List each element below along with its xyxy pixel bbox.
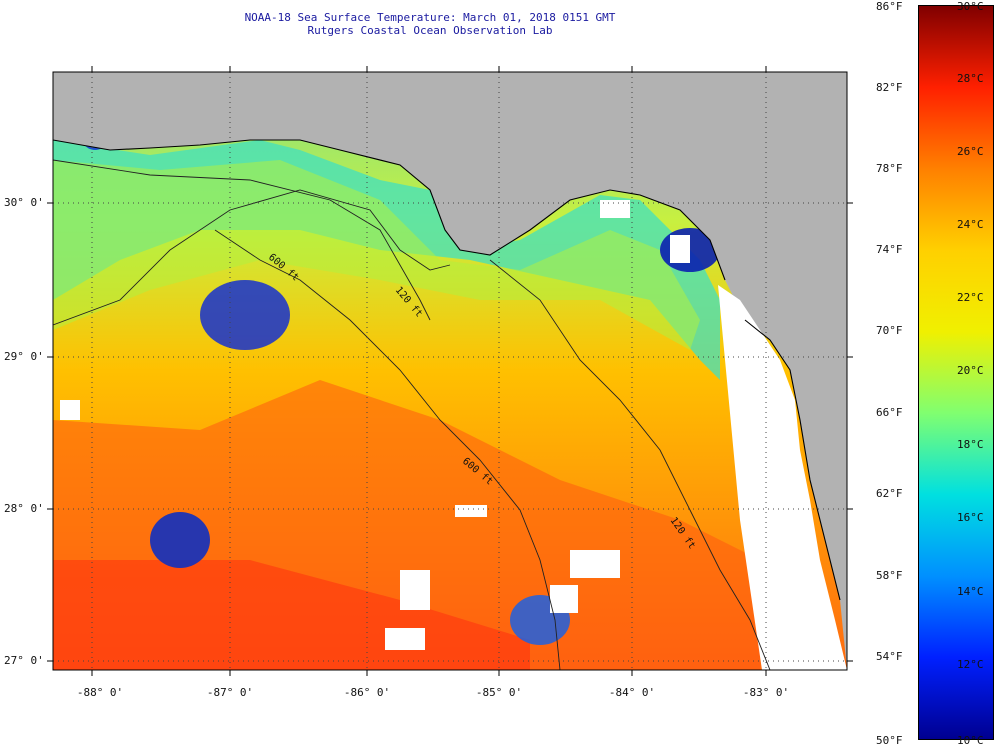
longitude-label: -86° 0' (343, 686, 391, 699)
longitude-label: -83° 0' (742, 686, 790, 699)
fahrenheit-label: 70°F (876, 324, 903, 337)
map-frame (52, 71, 848, 671)
latitude-label: 30° 0' (4, 196, 44, 209)
coastline (744, 319, 841, 601)
celsius-label: 18°C (957, 438, 984, 451)
cloud-mask (570, 550, 620, 578)
fahrenheit-label: 78°F (876, 162, 903, 175)
isobath-120ft (489, 259, 771, 670)
isobath-120ft (53, 189, 451, 326)
longitude-label: -88° 0' (76, 686, 124, 699)
isobath-line (53, 159, 431, 321)
celsius-label: 26°C (957, 145, 984, 158)
celsius-label: 14°C (957, 585, 984, 598)
celsius-label: 30°C (957, 0, 984, 13)
fahrenheit-label: 54°F (876, 650, 903, 663)
fahrenheit-label: 74°F (876, 243, 903, 256)
longitude-label: -87° 0' (206, 686, 254, 699)
fahrenheit-label: 58°F (876, 569, 903, 582)
cold-patch (200, 280, 290, 350)
cloud-mask (385, 628, 425, 650)
celsius-label: 28°C (957, 72, 984, 85)
no-data-swath-edge (718, 285, 847, 670)
latitude-label: 28° 0' (4, 502, 44, 515)
cloud-mask (670, 235, 690, 263)
coastline (53, 139, 726, 281)
chart-title: NOAA-18 Sea Surface Temperature: March 0… (244, 11, 616, 24)
tick-marks (47, 66, 853, 676)
celsius-label: 22°C (957, 291, 984, 304)
cloud-mask (550, 585, 578, 613)
cloud-mask (455, 505, 487, 517)
celsius-label: 12°C (957, 658, 984, 671)
cloud-mask (600, 200, 630, 218)
celsius-label: 10°C (957, 734, 984, 747)
celsius-label: 24°C (957, 218, 984, 231)
fahrenheit-label: 86°F (876, 0, 903, 13)
cold-patch (150, 512, 210, 568)
celsius-label: 20°C (957, 364, 984, 377)
temperature-colorbar (918, 5, 994, 740)
latitude-label: 27° 0' (4, 654, 44, 667)
longitude-label: -84° 0' (608, 686, 656, 699)
fahrenheit-label: 66°F (876, 406, 903, 419)
mid-sst-band (53, 160, 700, 350)
isobath-600ft (214, 229, 561, 670)
fahrenheit-label: 82°F (876, 81, 903, 94)
latitude-label: 29° 0' (4, 350, 44, 363)
celsius-label: 16°C (957, 511, 984, 524)
cloud-mask (400, 570, 430, 610)
longitude-label: -85° 0' (475, 686, 523, 699)
land (53, 72, 847, 670)
cloud-mask (60, 400, 80, 420)
fahrenheit-label: 62°F (876, 487, 903, 500)
chart-subtitle: Rutgers Coastal Ocean Observation Lab (307, 24, 553, 37)
fahrenheit-label: 50°F (876, 734, 903, 747)
